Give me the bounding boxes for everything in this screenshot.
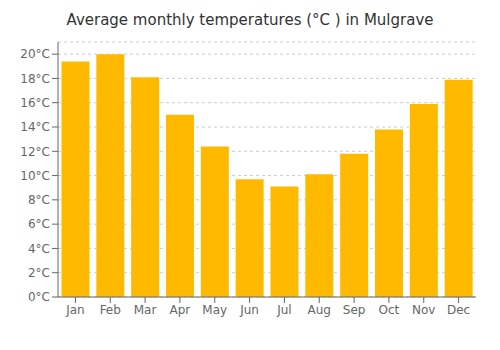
- svg-text:18°C: 18°C: [20, 72, 50, 86]
- svg-text:2°C: 2°C: [28, 266, 50, 280]
- svg-text:16°C: 16°C: [20, 96, 50, 110]
- svg-text:0°C: 0°C: [28, 290, 50, 304]
- svg-text:8°C: 8°C: [28, 193, 50, 207]
- svg-text:20°C: 20°C: [20, 47, 50, 61]
- html-text:Average monthly temperatures (: Average monthly temperatures (°C ) in Mu…: [66, 11, 434, 29]
- svg-text:Oct: Oct: [379, 303, 400, 317]
- svg-text:Jun: Jun: [239, 303, 259, 317]
- svg-text:14°C: 14°C: [20, 120, 50, 134]
- svg-text:Jul: Jul: [276, 303, 291, 317]
- svg-text:12°C: 12°C: [20, 145, 50, 159]
- svg-text:10°C: 10°C: [20, 169, 50, 183]
- svg-text:Dec: Dec: [447, 303, 470, 317]
- svg-text:6°C: 6°C: [28, 217, 50, 231]
- svg-text:Jan: Jan: [65, 303, 85, 317]
- svg-text:Feb: Feb: [100, 303, 121, 317]
- svg-text:Apr: Apr: [170, 303, 191, 317]
- svg-text:May: May: [202, 303, 227, 317]
- svg-text:Aug: Aug: [308, 303, 331, 317]
- svg-text:4°C: 4°C: [28, 242, 50, 256]
- svg-text:Nov: Nov: [412, 303, 435, 317]
- svg-text:Mar: Mar: [134, 303, 157, 317]
- svg-text:Sep: Sep: [343, 303, 366, 317]
